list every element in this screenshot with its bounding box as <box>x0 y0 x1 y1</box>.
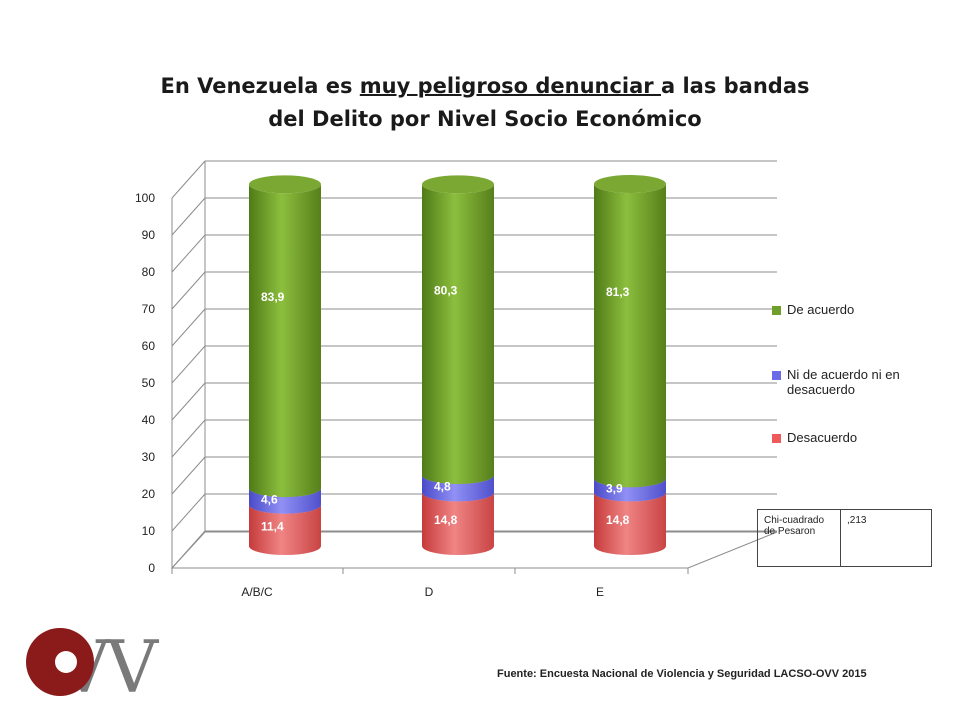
y-tick-label: 20 <box>142 487 156 501</box>
gridline-side <box>171 456 206 495</box>
gridline-side <box>171 493 206 532</box>
stats-label: Chi-cuadrado de Pesaron <box>757 509 841 567</box>
y-tick-label: 60 <box>142 339 156 353</box>
legend-item-neutral: Ni de acuerdo ni en desacuerdo <box>772 367 902 397</box>
x-tick-label: E <box>596 585 604 599</box>
legend-label: Ni de acuerdo ni en desacuerdo <box>787 367 900 397</box>
gridline-side <box>171 271 206 310</box>
data-label: 81,3 <box>606 285 630 299</box>
gridline-side <box>171 419 206 458</box>
chart-data-labels: 11,4 4,6 83,9 14,8 4,8 80,3 14,8 3,9 81,3 <box>261 284 630 534</box>
stats-table: Chi-cuadrado de Pesaron ,213 <box>757 509 932 567</box>
y-tick-label: 90 <box>142 228 156 242</box>
data-label: 3,9 <box>606 481 623 495</box>
data-label: 4,6 <box>261 492 278 506</box>
data-label: 4,8 <box>434 480 451 494</box>
bar-segment <box>249 488 321 514</box>
y-tick-label: 100 <box>135 191 155 205</box>
logo-letter-w: V <box>105 625 160 700</box>
legend-swatch <box>772 306 781 315</box>
source-footer: Fuente: Encuesta Nacional de Violencia y… <box>497 668 867 680</box>
legend-swatch <box>772 371 781 380</box>
data-label: 83,9 <box>261 290 285 304</box>
gridline-side <box>171 197 206 236</box>
legend-item-desacuerdo: Desacuerdo <box>772 430 857 445</box>
bar-segment <box>249 184 321 498</box>
data-label: 14,8 <box>434 513 458 527</box>
stats-value: ,213 <box>840 509 932 567</box>
gridline-side <box>171 234 206 273</box>
legend-label: De acuerdo <box>787 302 855 317</box>
bar-segment <box>422 492 494 555</box>
gridline-side <box>171 345 206 384</box>
y-tick-label: 40 <box>142 413 156 427</box>
y-tick-label: 50 <box>142 376 156 390</box>
bar-segment <box>422 184 494 485</box>
ovv-logo: V V <box>20 620 180 709</box>
chart-bars <box>249 175 666 555</box>
y-tick-label: 10 <box>142 524 156 538</box>
title-part2: a las bandas <box>660 74 810 98</box>
data-label: 11,4 <box>261 519 284 533</box>
bar-segment <box>422 475 494 502</box>
bar-segment <box>249 504 321 555</box>
gridline-side <box>171 382 206 421</box>
bar-segment-top <box>249 175 321 194</box>
title-part1: En Venezuela es <box>160 74 360 98</box>
title-underlined: muy peligroso denunciar <box>359 74 661 98</box>
gridline-side <box>171 308 206 347</box>
legend-label: Desacuerdo <box>787 430 858 445</box>
bar-segment-top <box>594 175 666 193</box>
bar-segment <box>594 184 666 488</box>
y-tick-label: 70 <box>142 302 156 316</box>
data-label: 14,8 <box>606 513 630 527</box>
logo-circle-hole <box>55 651 77 673</box>
y-tick-label: 80 <box>142 265 156 279</box>
y-tick-label: 30 <box>142 450 156 464</box>
x-tick-label: A/B/C <box>241 585 273 599</box>
bar-segment <box>594 492 666 555</box>
legend-item-de-acuerdo: De acuerdo <box>772 302 854 317</box>
x-tick-label: D <box>425 585 434 599</box>
chart-title: En Venezuela es muy peligroso denunciar … <box>90 70 880 136</box>
bar-segment-top <box>422 175 494 194</box>
gridline-side <box>171 160 206 199</box>
title-line2: del Delito por Nivel Socio Económico <box>268 107 702 131</box>
y-tick-label: 0 <box>148 561 155 575</box>
bar-segment <box>594 478 666 502</box>
legend-swatch <box>772 434 781 443</box>
data-label: 80,3 <box>434 284 458 298</box>
